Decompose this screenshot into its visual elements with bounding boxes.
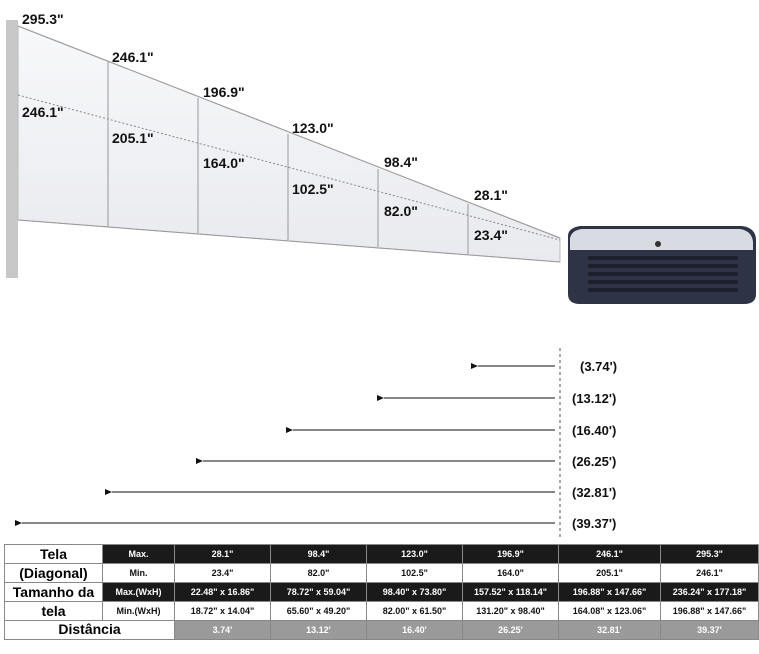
distance-label-6: (39.37') [572,516,616,531]
min-label-2: 205.1" [112,130,154,146]
max-diag-cell: 98.4" [270,544,367,564]
min-wh-cell: 131.20" x 98.40" [462,601,559,621]
row-max-label: Max. [102,544,175,564]
min-wh-cell: 18.72" x 14.04" [174,601,271,621]
min-diag-cell: 102.5" [366,563,463,583]
max-diag-cell: 246.1" [558,544,661,564]
distance-label-3: (16.40') [572,423,616,438]
min-wh-cell: 196.88" x 147.66" [660,601,759,621]
spec-table: Tela Max. 28.1" 98.4" 123.0" 196.9" 246.… [4,544,759,640]
label-size-1: Tamanho da [4,582,103,602]
label-size-2: tela [4,601,103,621]
max-label-1: 295.3" [22,11,64,27]
distance-cell: 16.40' [366,620,463,640]
max-diag-cell: 196.9" [462,544,559,564]
table-row: Distância 3.74' 13.12' 16.40' 26.25' 32.… [4,620,759,640]
distance-cell: 3.74' [174,620,271,640]
wall [6,20,18,278]
min-diag-cell: 23.4" [174,563,271,583]
max-label-4: 123.0" [292,120,334,136]
max-wh-cell: 157.52" x 118.14" [462,582,559,602]
projection-diagram: 295.3" 246.1" 196.9" 123.0" 98.4" 28.1" … [6,11,756,540]
max-diag-cell: 28.1" [174,544,271,564]
label-screen-2: (Diagonal) [4,563,103,583]
row-min-label: Min. [102,563,175,583]
table-row: Tela Max. 28.1" 98.4" 123.0" 196.9" 246.… [4,544,759,564]
max-label-5: 98.4" [384,154,418,170]
distance-label-1: (3.74') [580,359,617,374]
max-wh-cell: 98.40" x 73.80" [366,582,463,602]
max-wh-cell: 22.48" x 16.86" [174,582,271,602]
min-label-6: 23.4" [474,227,508,243]
distance-cell: 32.81' [558,620,661,640]
min-diag-cell: 164.0" [462,563,559,583]
max-label-2: 246.1" [112,49,154,65]
min-label-5: 82.0" [384,203,418,219]
min-diag-cell: 205.1" [558,563,661,583]
min-diag-cell: 246.1" [660,563,759,583]
label-distance: Distância [4,620,175,640]
projector-icon [568,226,756,304]
table-row: (Diagonal) Min. 23.4" 82.0" 102.5" 164.0… [4,563,759,583]
min-wh-cell: 164.08" x 123.06" [558,601,661,621]
table-row: tela Min.(WxH) 18.72" x 14.04" 65.60" x … [4,601,759,621]
max-diag-cell: 123.0" [366,544,463,564]
min-wh-cell: 82.00" x 61.50" [366,601,463,621]
row-minwh-label: Min.(WxH) [102,601,175,621]
min-diag-cell: 82.0" [270,563,367,583]
distance-label-4: (26.25') [572,454,616,469]
label-screen-1: Tela [4,544,103,564]
max-diag-cell: 295.3" [660,544,759,564]
max-wh-cell: 78.72" x 59.04" [270,582,367,602]
min-label-1: 246.1" [22,104,64,120]
row-maxwh-label: Max.(WxH) [102,582,175,602]
min-label-4: 102.5" [292,181,334,197]
distance-label-2: (13.12') [572,391,616,406]
distance-cell: 13.12' [270,620,367,640]
table-row: Tamanho da Max.(WxH) 22.48" x 16.86" 78.… [4,582,759,602]
max-label-3: 196.9" [203,84,245,100]
max-wh-cell: 236.24" x 177.18" [660,582,759,602]
max-label-6: 28.1" [474,187,508,203]
min-label-3: 164.0" [203,155,245,171]
cone-top-edge [17,25,561,239]
distance-cell: 26.25' [462,620,559,640]
distance-label-5: (32.81') [572,485,616,500]
max-wh-cell: 196.88" x 147.66" [558,582,661,602]
min-wh-cell: 65.60" x 49.20" [270,601,367,621]
distance-cell: 39.37' [660,620,759,640]
